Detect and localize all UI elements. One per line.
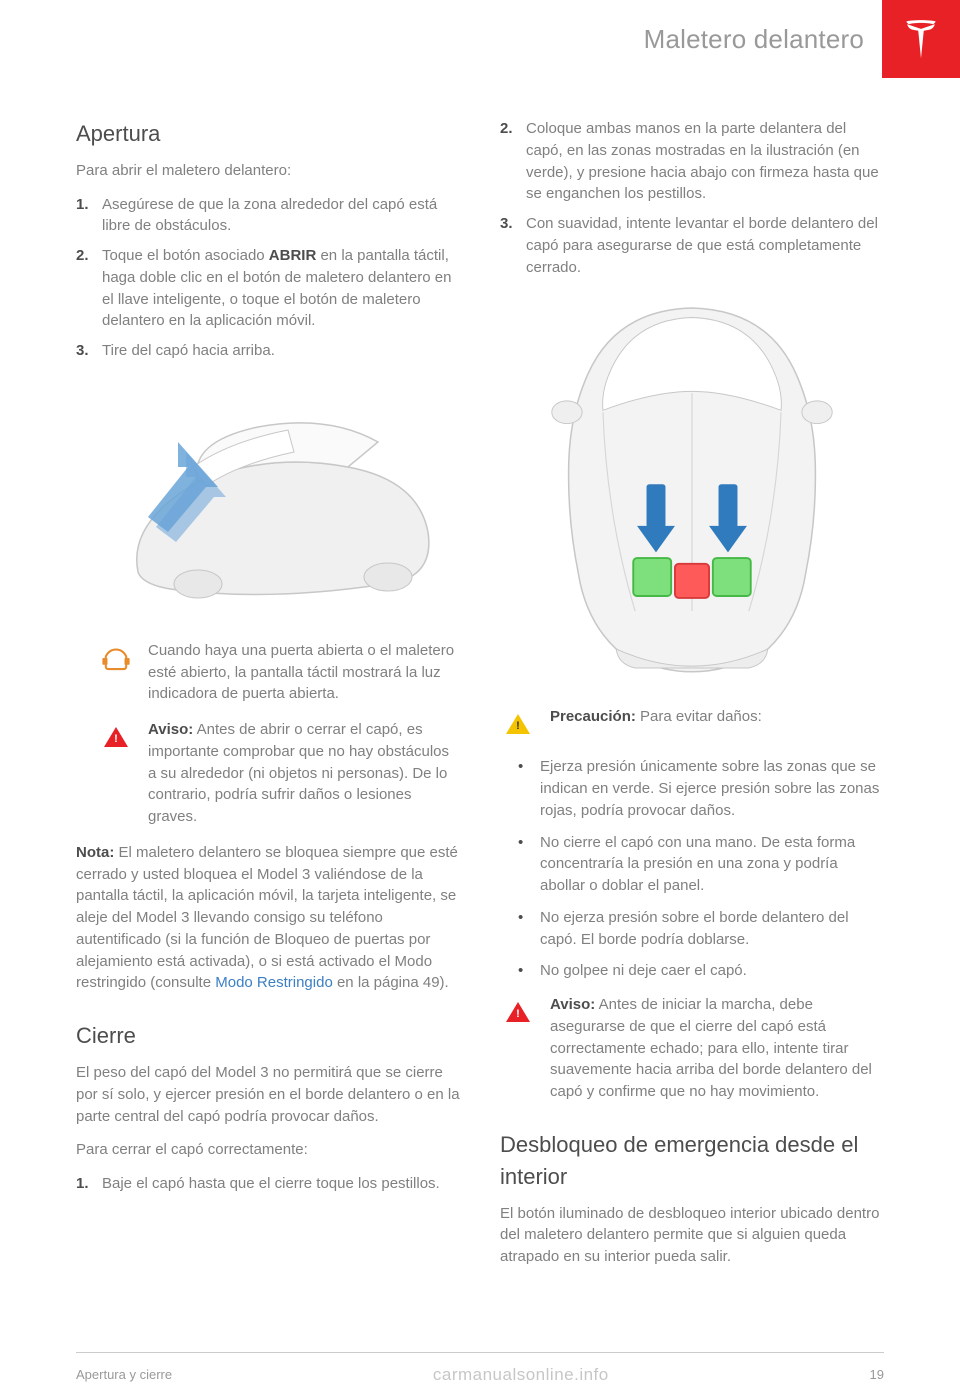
heading-apertura: Apertura bbox=[76, 118, 460, 150]
cierre-p1: El peso del capó del Model 3 no permitir… bbox=[76, 1062, 460, 1127]
precaucion-bullet: No ejerza presión sobre el borde delante… bbox=[518, 907, 884, 951]
zone-green-left bbox=[633, 558, 671, 596]
zone-green-right bbox=[713, 558, 751, 596]
desbloqueo-p: El botón iluminado de desbloqueo interio… bbox=[500, 1203, 884, 1268]
figure-close-hood bbox=[500, 288, 884, 688]
door-open-indicator-note: Cuando haya una puerta abierta o el male… bbox=[98, 640, 460, 705]
cierre-step-1: 1. Baje el capó hasta que el cierre toqu… bbox=[76, 1173, 460, 1195]
apertura-intro: Para abrir el maletero delantero: bbox=[76, 160, 460, 182]
precaucion-bullet: No golpee ni deje caer el capó. bbox=[518, 960, 884, 982]
cierre-step-2: 2. Coloque ambas manos en la parte delan… bbox=[500, 118, 884, 205]
cierre-steps-cont: 2. Coloque ambas manos en la parte delan… bbox=[500, 118, 884, 278]
figure-open-hood bbox=[76, 372, 460, 622]
precaucion-bullets: Ejerza presión únicamente sobre las zona… bbox=[518, 756, 884, 982]
page-footer: Apertura y cierre carmanualsonline.info … bbox=[76, 1352, 884, 1396]
door-ajar-icon bbox=[98, 640, 134, 676]
tesla-logo-icon bbox=[898, 16, 944, 62]
cierre-step-3: 3. Con suavidad, intente levantar el bor… bbox=[500, 213, 884, 278]
page-header: Maletero delantero bbox=[0, 0, 960, 78]
precaucion-bullet: Ejerza presión únicamente sobre las zona… bbox=[518, 756, 884, 821]
link-modo-restringido[interactable]: Modo Restringido bbox=[215, 974, 333, 991]
warning-icon bbox=[500, 994, 536, 1030]
cierre-p2: Para cerrar el capó correctamente: bbox=[76, 1139, 460, 1161]
left-column: Apertura Para abrir el maletero delanter… bbox=[76, 118, 460, 1352]
precaucion-block: Precaución: Para evitar daños: bbox=[500, 706, 884, 742]
apertura-step-3: 3. Tire del capó hacia arriba. bbox=[76, 340, 460, 362]
page-title: Maletero delantero bbox=[644, 24, 864, 55]
precaucion-bullet: No cierre el capó con una mano. De esta … bbox=[518, 832, 884, 897]
heading-desbloqueo: Desbloqueo de emergencia desde el interi… bbox=[500, 1129, 884, 1193]
page-body: Apertura Para abrir el maletero delanter… bbox=[0, 78, 960, 1352]
brand-tab bbox=[882, 0, 960, 78]
aviso-warning: Aviso: Antes de abrir o cerrar el capó, … bbox=[98, 719, 460, 828]
apertura-step-1: 1. Asegúrese de que la zona alrededor de… bbox=[76, 194, 460, 238]
apertura-step-2: 2. Toque el botón asociado ABRIR en la p… bbox=[76, 245, 460, 332]
warning-icon bbox=[98, 719, 134, 755]
cierre-steps: 1. Baje el capó hasta que el cierre toqu… bbox=[76, 1173, 460, 1195]
nota-paragraph: Nota: El maletero delantero se bloquea s… bbox=[76, 842, 460, 994]
right-column: 2. Coloque ambas manos en la parte delan… bbox=[500, 118, 884, 1352]
caution-icon bbox=[500, 706, 536, 742]
apertura-steps: 1. Asegúrese de que la zona alrededor de… bbox=[76, 194, 460, 362]
heading-cierre: Cierre bbox=[76, 1020, 460, 1052]
footer-page-number: 19 bbox=[870, 1367, 884, 1382]
aviso2-warning: Aviso: Antes de iniciar la marcha, debe … bbox=[500, 994, 884, 1103]
footer-section: Apertura y cierre bbox=[76, 1367, 172, 1382]
manual-page: Maletero delantero Apertura Para abrir e… bbox=[0, 0, 960, 1396]
zone-red-center bbox=[675, 564, 709, 598]
footer-watermark: carmanualsonline.info bbox=[433, 1365, 609, 1385]
